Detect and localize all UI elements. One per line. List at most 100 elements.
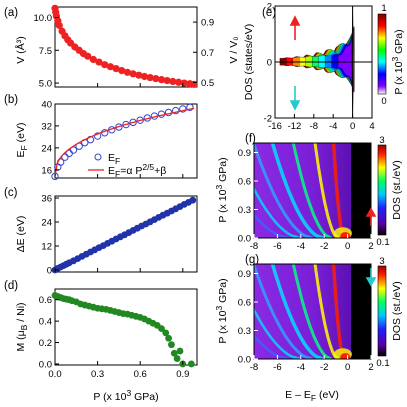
y2-tick-label: 0.9 xyxy=(201,18,214,29)
colorbar-e-tick-min: 0 xyxy=(381,96,386,107)
panel-label-g: (g) xyxy=(245,254,259,266)
y-tick-label: 0 xyxy=(267,58,272,69)
x-tick-label: -12 xyxy=(288,121,302,132)
data-point xyxy=(129,70,137,78)
heatmap-band xyxy=(270,143,324,238)
y-tick-label: 12 xyxy=(41,242,52,253)
ticks-f: -8 -6 -4 -2 0 2 0.0 0.3 0.6 0.9 xyxy=(238,148,374,252)
y-tick-label: 7.5 xyxy=(39,46,52,57)
x-tick-label: -6 xyxy=(273,241,281,252)
y-tick-label: 5.0 xyxy=(39,79,52,90)
panel-label-c: (c) xyxy=(4,187,18,199)
panel-label-d: (d) xyxy=(4,280,18,292)
x-tick-label: -8 xyxy=(310,121,318,132)
data-point xyxy=(55,21,63,29)
y-tick-label: 0.0 xyxy=(238,234,251,245)
data-point xyxy=(135,71,143,79)
y-axis-label-d: M (μB / Ni) xyxy=(15,302,29,351)
data-point xyxy=(89,55,97,64)
y-tick-label: 0.6 xyxy=(238,298,251,309)
heatmap-band xyxy=(254,333,290,359)
data-point xyxy=(189,196,197,204)
colorbar-e xyxy=(377,13,387,95)
panel-e: (e) -16 -12 -8 -4 0 4 -2 0 2 DOS (states/eV) 1 0… xyxy=(243,2,405,133)
panel-a: (a) 5.0 7.5 10.0 0.5 0.7 0.9 V (Å³) V / V₀ xyxy=(4,4,240,90)
data-point xyxy=(93,132,102,140)
heatmap-empty-region xyxy=(351,264,371,359)
x-tick-label: -8 xyxy=(250,362,258,373)
data-point xyxy=(176,347,184,355)
x-tick-label: 2 xyxy=(368,362,373,373)
x-axis-label-g: E – EF (eV) xyxy=(285,389,339,403)
colorbar-e-tick-max: 1 xyxy=(381,3,386,14)
data-point xyxy=(106,63,114,71)
colorbar-f-tick-min: 0.1 xyxy=(376,237,389,248)
y-tick-label: 0.6 xyxy=(238,177,251,188)
panel-label-b: (b) xyxy=(4,94,18,106)
heatmap-band xyxy=(313,143,340,238)
axes-frame-b xyxy=(54,103,198,179)
y-axis-label-e: DOS (states/eV) xyxy=(243,24,255,100)
data-point xyxy=(163,76,171,85)
heatmap-hotspot-core xyxy=(340,353,351,359)
axes-frame-f xyxy=(253,142,372,239)
panel-label-f: (f) xyxy=(245,133,256,145)
series-markers-b xyxy=(51,103,194,181)
series-markers-c xyxy=(51,196,197,274)
legend-label-fit: EF=α P2/5+β xyxy=(108,162,166,179)
y-tick-label: 0.6 xyxy=(39,295,52,306)
x-tick-label: 2 xyxy=(368,241,373,252)
heatmap-g-bands xyxy=(254,264,371,359)
ticks-e: -16 -12 -8 -4 0 4 -2 0 2 xyxy=(264,2,375,133)
ticks-a: 5.0 7.5 10.0 0.5 0.7 0.9 xyxy=(34,13,215,90)
series-markers-d xyxy=(51,292,195,368)
heatmap-band xyxy=(331,143,346,238)
colorbar-g-tick-max: 3 xyxy=(379,256,384,267)
data-point xyxy=(157,76,166,84)
y2-tick-label: 0.5 xyxy=(201,78,214,89)
fit-line-b xyxy=(54,107,195,177)
axes-frame-a xyxy=(54,6,198,88)
y2-tick-label: 0.7 xyxy=(201,48,214,59)
axes-frame-g xyxy=(253,263,372,360)
y-tick-label: 0.0 xyxy=(238,355,251,366)
panel-f: (f) -8 -6 -4 -2 0 2 0.0 0.3 0.6 0.9 P (x 103 GPa)… xyxy=(214,133,403,252)
panel-c: (c) 0 12 24 36 ΔE (eV) xyxy=(4,187,198,277)
x-tick-label: -8 xyxy=(250,241,258,252)
x-tick-label: 0.9 xyxy=(176,369,189,380)
x-tick-label: 0 xyxy=(350,121,355,132)
spin-up-arrow-icon xyxy=(365,207,377,226)
heatmap-band xyxy=(313,264,340,359)
y-tick-label: 0.3 xyxy=(238,326,251,337)
y-axis-label-b: EF (eV) xyxy=(15,123,29,158)
heatmap-band xyxy=(254,264,313,359)
y-tick-label: 0.0 xyxy=(39,359,52,370)
spin-down-arrow-icon xyxy=(365,268,377,287)
y-tick-label: 40 xyxy=(41,100,52,111)
series-markers-a xyxy=(51,4,198,88)
data-point xyxy=(129,118,137,127)
x-ticks-left: 0.0 0.3 0.6 0.9 xyxy=(48,369,189,380)
x-tick-label: 4 xyxy=(369,121,374,132)
heatmap-g xyxy=(254,264,371,359)
colorbar-f xyxy=(377,144,387,236)
ticks-c: 0 12 24 36 xyxy=(41,194,184,277)
heatmap-band xyxy=(254,307,302,359)
panel-g: (g) -8 -6 -4 -2 0 2 0.0 0.3 0.6 0.9 P (x 103 GPa)… xyxy=(214,254,403,403)
y-tick-label: 32 xyxy=(41,121,52,132)
ticks-d: 0.0 0.2 0.4 0.6 xyxy=(39,295,184,370)
y-tick-label: 16 xyxy=(41,165,52,176)
y2-axis-label-a: V / V₀ xyxy=(228,36,240,63)
data-point xyxy=(165,334,173,342)
ticks-b: 16 24 32 40 xyxy=(41,100,184,178)
heatmap-band xyxy=(270,264,324,359)
heatmap-band xyxy=(331,264,346,359)
x-tick-label: -16 xyxy=(268,121,282,132)
y-tick-label: 0.9 xyxy=(238,148,251,159)
colorbar-e-label: P (x 103 GPa) xyxy=(390,29,405,94)
y-tick-label: 36 xyxy=(41,194,52,205)
colorbar-g-tick-min: 0.1 xyxy=(376,358,389,369)
data-point xyxy=(101,61,109,69)
